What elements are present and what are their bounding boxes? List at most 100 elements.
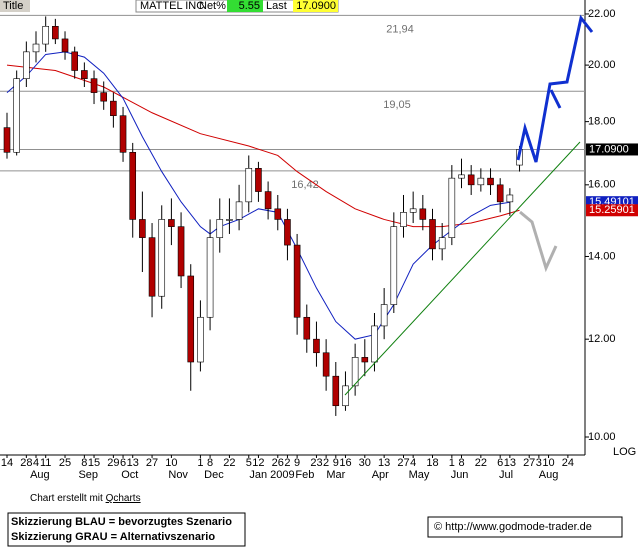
month-label: Jan 2009: [249, 469, 294, 481]
candle-body: [351, 357, 359, 387]
x-tick-label: 10: [165, 457, 177, 469]
candle-body: [119, 115, 127, 153]
candle-body: [216, 219, 224, 238]
header-net-label: Net%: [199, 0, 226, 12]
candle-body: [458, 174, 465, 179]
credit-link[interactable]: Qcharts: [106, 493, 141, 504]
candle-body: [274, 208, 282, 220]
moving-average: [6, 64, 520, 228]
month-label: Mar: [326, 469, 345, 481]
candle-body: [168, 219, 175, 227]
x-tick-label: 16: [339, 457, 351, 469]
candle-body: [284, 219, 291, 246]
y-tick-label: 16.00: [588, 179, 616, 191]
x-tick-label: 4: [410, 457, 416, 469]
x-tick-label: 14: [1, 457, 13, 469]
candle-body: [32, 43, 40, 53]
month-label: Dec: [204, 469, 224, 481]
candle-body: [235, 201, 243, 220]
candle-body: [361, 357, 369, 363]
x-tick-label: 27: [397, 457, 409, 469]
candle-body: [52, 25, 59, 40]
plot: 21,94 19,05 16,42: [0, 14, 585, 416]
candle-body: [158, 219, 166, 297]
candle-body: [371, 325, 378, 363]
candle-body: [322, 352, 330, 377]
candle-body: [110, 100, 117, 116]
month-label: Jul: [499, 469, 513, 481]
candle-body: [187, 275, 195, 363]
candle-body: [303, 316, 311, 340]
candle-body: [477, 177, 485, 186]
month-label: Sep: [78, 469, 98, 481]
candle-body: [139, 219, 146, 238]
candle-body: [177, 226, 185, 277]
x-tick-label: 6: [120, 457, 126, 469]
month-label: Feb: [295, 469, 314, 481]
x-tick-label: 27: [523, 457, 535, 469]
legend-box: [7, 512, 246, 547]
candle-body: [23, 51, 30, 79]
candle-body: [206, 237, 214, 318]
x-tick-label: 23: [310, 457, 322, 469]
copyright[interactable]: © http://www.godmode-trader.de: [434, 521, 592, 533]
x-tick-label: 29: [107, 457, 119, 469]
y-tick-label: 18.00: [588, 116, 616, 128]
x-tick-label: 18: [426, 457, 438, 469]
header-symbol: MATTEL INC: [140, 0, 204, 12]
candle-body: [148, 237, 156, 297]
x-tick-label: 13: [127, 457, 139, 469]
legend-gray: Skizzierung GRAU = Alternativszenario: [11, 531, 215, 543]
candle-body: [197, 316, 204, 363]
x-tick-label: 8: [207, 457, 213, 469]
month-label: Oct: [121, 469, 138, 481]
x-tick-label: 10: [542, 457, 554, 469]
month-label: Aug: [30, 469, 50, 481]
candle-body: [13, 78, 20, 153]
header-title-bg: [0, 0, 30, 12]
candle-body: [390, 226, 398, 305]
candle-body: [226, 219, 233, 221]
month-label: May: [409, 469, 430, 481]
header-net-value: 5.55: [239, 0, 260, 12]
x-tick-label: 9: [294, 457, 300, 469]
candle-body: [264, 191, 272, 210]
x-tick-label: 15: [88, 457, 100, 469]
candle-body: [438, 237, 446, 250]
x-tick-label: 9: [333, 457, 339, 469]
candle-body: [506, 194, 514, 203]
y-tick-label: 20.00: [588, 59, 616, 71]
level-label: 21,94: [386, 23, 414, 35]
candle-body: [419, 208, 427, 220]
month-label: Jun: [451, 469, 469, 481]
y-axis: 10.00 12.00 14.00 16.00 18.00 20.00 22.00 LOG 17…: [1, 8, 638, 481]
x-tick-label: 8: [81, 457, 87, 469]
month-label: Aug: [539, 469, 559, 481]
scenario-blue-arrow: [549, 89, 562, 109]
x-tick-label: 13: [378, 457, 390, 469]
candle-body: [81, 70, 88, 79]
y-tick-label: 10.00: [588, 431, 616, 443]
month-label: Nov: [168, 469, 188, 481]
candle-body: [448, 177, 456, 238]
price-marker-box: [586, 204, 638, 217]
x-tick-label: 12: [252, 457, 264, 469]
copyright-box: [427, 516, 623, 538]
x-tick-label: 30: [359, 457, 371, 469]
x-tick-label: 3: [536, 457, 542, 469]
x-tick-label: 24: [562, 457, 574, 469]
y-tick-label: 22.00: [588, 8, 616, 20]
candle-body: [313, 338, 320, 354]
candle-body: [3, 127, 11, 153]
y-axis-label: LOG: [613, 446, 636, 458]
x-tick-label: 13: [504, 457, 516, 469]
candle-body: [42, 25, 49, 45]
y-tick-label: 14.00: [588, 250, 616, 262]
y-tick-label: 12.00: [588, 333, 616, 345]
x-tick-label: 22: [223, 457, 235, 469]
legend-blue: Skizzierung BLAU = bevorzugtes Szenario: [11, 516, 232, 528]
moving-average: [6, 51, 510, 340]
level-label: 16,42: [291, 179, 319, 191]
x-tick-label: 25: [59, 457, 71, 469]
